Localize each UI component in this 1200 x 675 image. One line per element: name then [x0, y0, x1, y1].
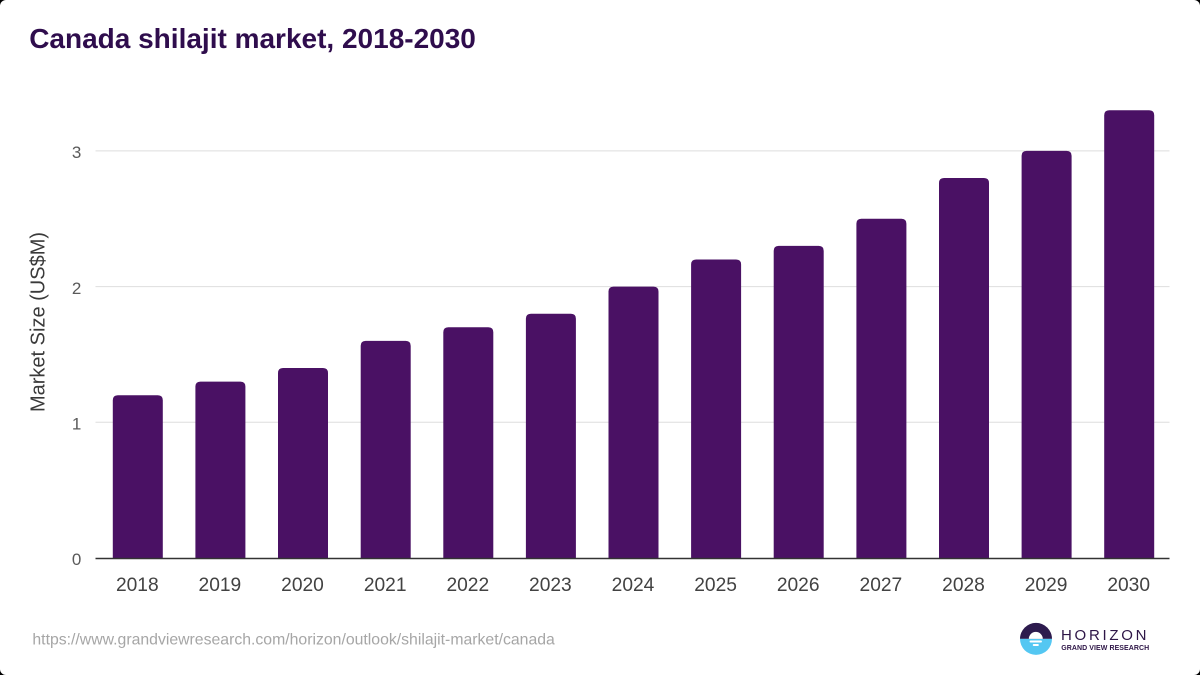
- svg-text:2030: 2030: [1107, 575, 1150, 596]
- svg-text:Canada shilajit market, 2018-2: Canada shilajit market, 2018-2030: [29, 23, 476, 54]
- svg-text:Market Size (US$M): Market Size (US$M): [28, 232, 50, 412]
- svg-text:0: 0: [72, 550, 81, 569]
- svg-text:HORIZON: HORIZON: [1061, 627, 1150, 644]
- svg-text:1: 1: [72, 415, 81, 434]
- svg-text:2027: 2027: [860, 575, 903, 596]
- svg-text:2028: 2028: [942, 575, 985, 596]
- svg-text:2020: 2020: [281, 575, 324, 596]
- svg-text:2023: 2023: [529, 575, 572, 596]
- svg-text:2019: 2019: [199, 575, 242, 596]
- svg-text:2022: 2022: [446, 575, 489, 596]
- svg-text:2029: 2029: [1025, 575, 1068, 596]
- svg-text:3: 3: [72, 143, 81, 162]
- svg-text:2025: 2025: [694, 575, 737, 596]
- svg-text:2: 2: [72, 279, 81, 298]
- svg-text:2026: 2026: [777, 575, 820, 596]
- svg-text:2024: 2024: [612, 575, 655, 596]
- svg-text:GRAND VIEW RESEARCH: GRAND VIEW RESEARCH: [1061, 645, 1150, 652]
- svg-text:https://www.grandviewresearch.: https://www.grandviewresearch.com/horizo…: [32, 632, 555, 649]
- svg-text:2018: 2018: [116, 575, 159, 596]
- svg-text:2021: 2021: [364, 575, 407, 596]
